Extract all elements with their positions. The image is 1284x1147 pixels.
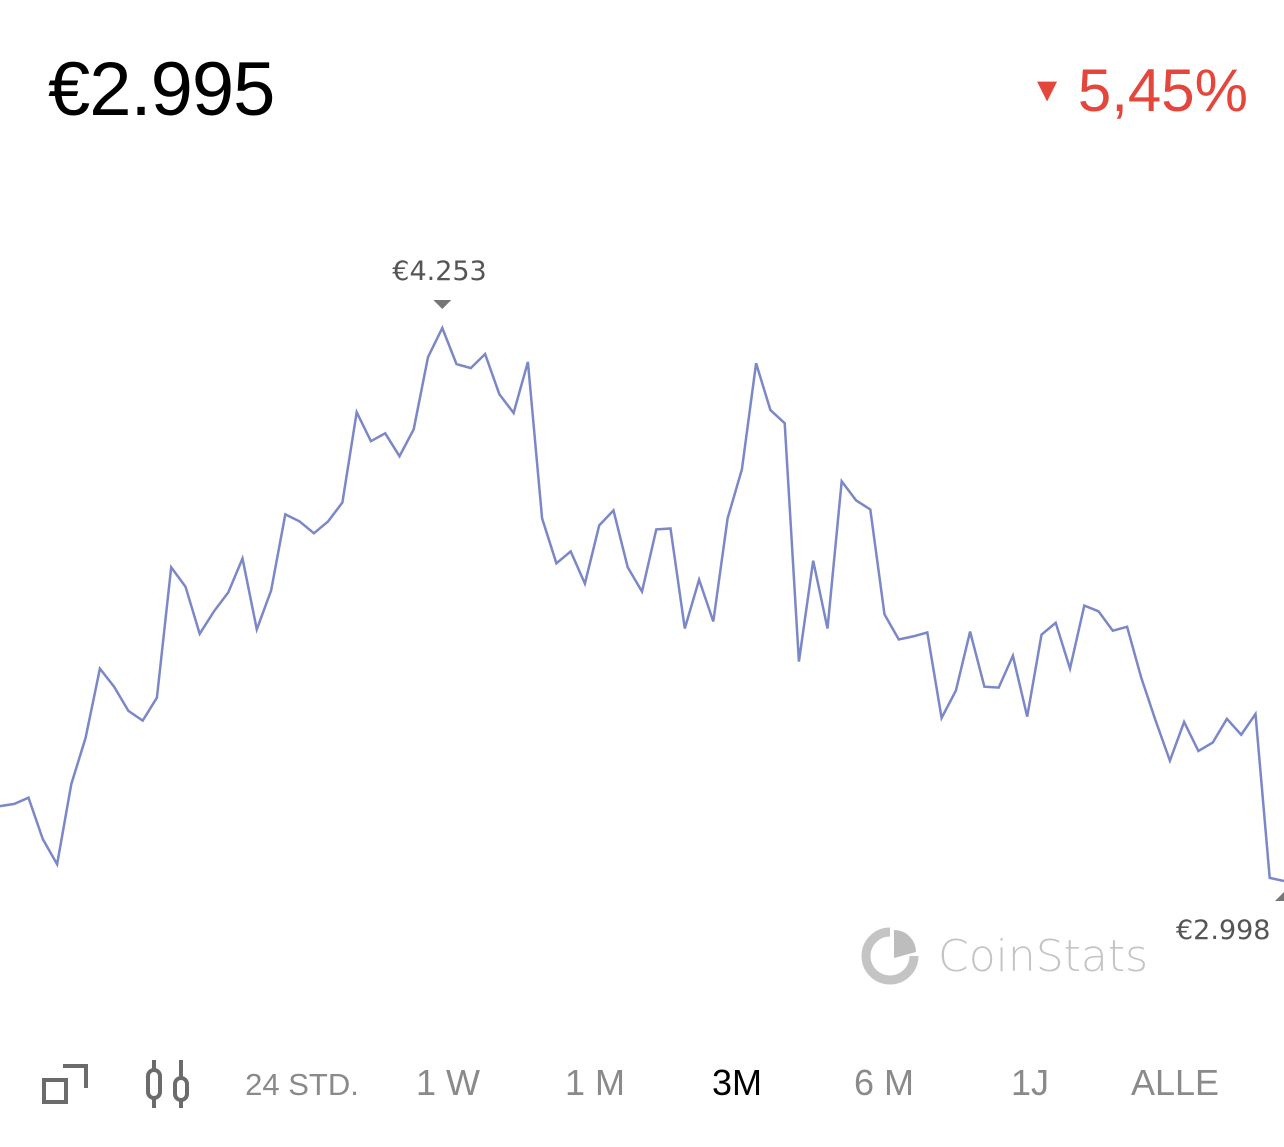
range-tab-24h[interactable]: 24 STD.: [245, 1067, 359, 1102]
range-tab-all[interactable]: ALLE: [1130, 1062, 1220, 1103]
max-price-label: €4.253: [392, 256, 487, 287]
down-triangle-icon: ▼: [1030, 71, 1064, 109]
current-price: €2.995: [48, 47, 275, 132]
watermark-text: CoinStats: [938, 930, 1149, 982]
price-change: ▼ 5,45%: [1030, 56, 1248, 125]
max-marker-icon: [433, 300, 452, 309]
range-tab-3m[interactable]: 3M: [711, 1062, 763, 1103]
price-chart[interactable]: [0, 0, 1284, 1000]
toolbar: 24 STD. 1 W 1 M 3M 6 M 1J ALLE: [0, 1050, 1284, 1120]
coinstats-logo-icon: [861, 927, 919, 985]
range-tab-6m[interactable]: 6 M: [853, 1062, 915, 1103]
min-price-label: €2.998: [1176, 915, 1271, 946]
range-tab-1w[interactable]: 1 W: [415, 1062, 481, 1103]
coinstats-watermark: CoinStats: [860, 926, 1148, 986]
expand-icon[interactable]: [40, 1058, 90, 1108]
range-tab-1m[interactable]: 1 M: [564, 1062, 626, 1103]
min-marker-icon: [1275, 892, 1284, 901]
price-change-percent: 5,45%: [1077, 57, 1248, 124]
price-line: [0, 324, 1284, 883]
candlestick-icon[interactable]: [140, 1058, 196, 1112]
range-tab-1y[interactable]: 1J: [1010, 1062, 1050, 1103]
